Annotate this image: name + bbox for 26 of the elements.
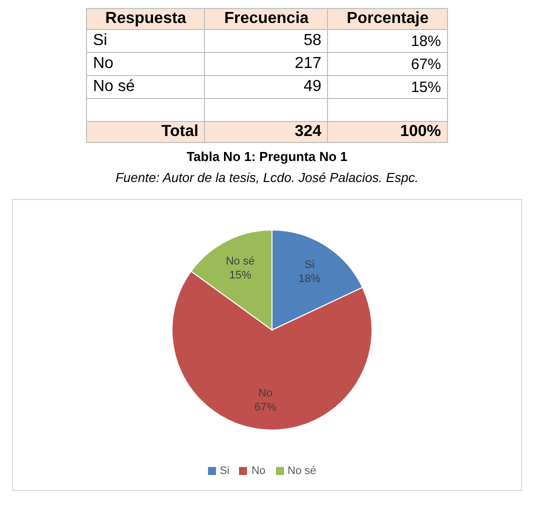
text: Tabla No 1: Pregunta No 1: [186, 149, 348, 164]
data-label: 67%: [254, 402, 277, 414]
text: 49: [204, 76, 328, 98]
legend-label: No sé: [288, 465, 316, 477]
legend-label: No: [251, 465, 266, 477]
text: 67%: [410, 56, 441, 72]
text: 58: [204, 30, 328, 52]
text: Total: [86, 122, 205, 142]
legend-label: Si: [220, 465, 230, 477]
category-label: Si: [86, 30, 205, 52]
text: 100%: [328, 122, 448, 142]
slice-label: No sé: [226, 256, 255, 268]
category-label: No: [86, 52, 205, 76]
category-label: No sé: [86, 76, 205, 98]
text: 15%: [410, 78, 441, 96]
slice-label: No: [258, 388, 272, 400]
data-label: 18%: [298, 272, 321, 285]
text: 217: [204, 52, 328, 76]
text: Fuente: Autor de la tesis, Lcdo. José Palacios. Espc.: [114, 170, 420, 185]
text: Porcentaje: [328, 8, 448, 30]
text: Respuesta: [86, 8, 205, 30]
text: Frecuencia: [204, 8, 328, 30]
slice-label: Si: [304, 258, 314, 271]
text: 324: [204, 122, 328, 142]
text: 18%: [410, 32, 441, 50]
data-label: 15%: [229, 270, 252, 282]
